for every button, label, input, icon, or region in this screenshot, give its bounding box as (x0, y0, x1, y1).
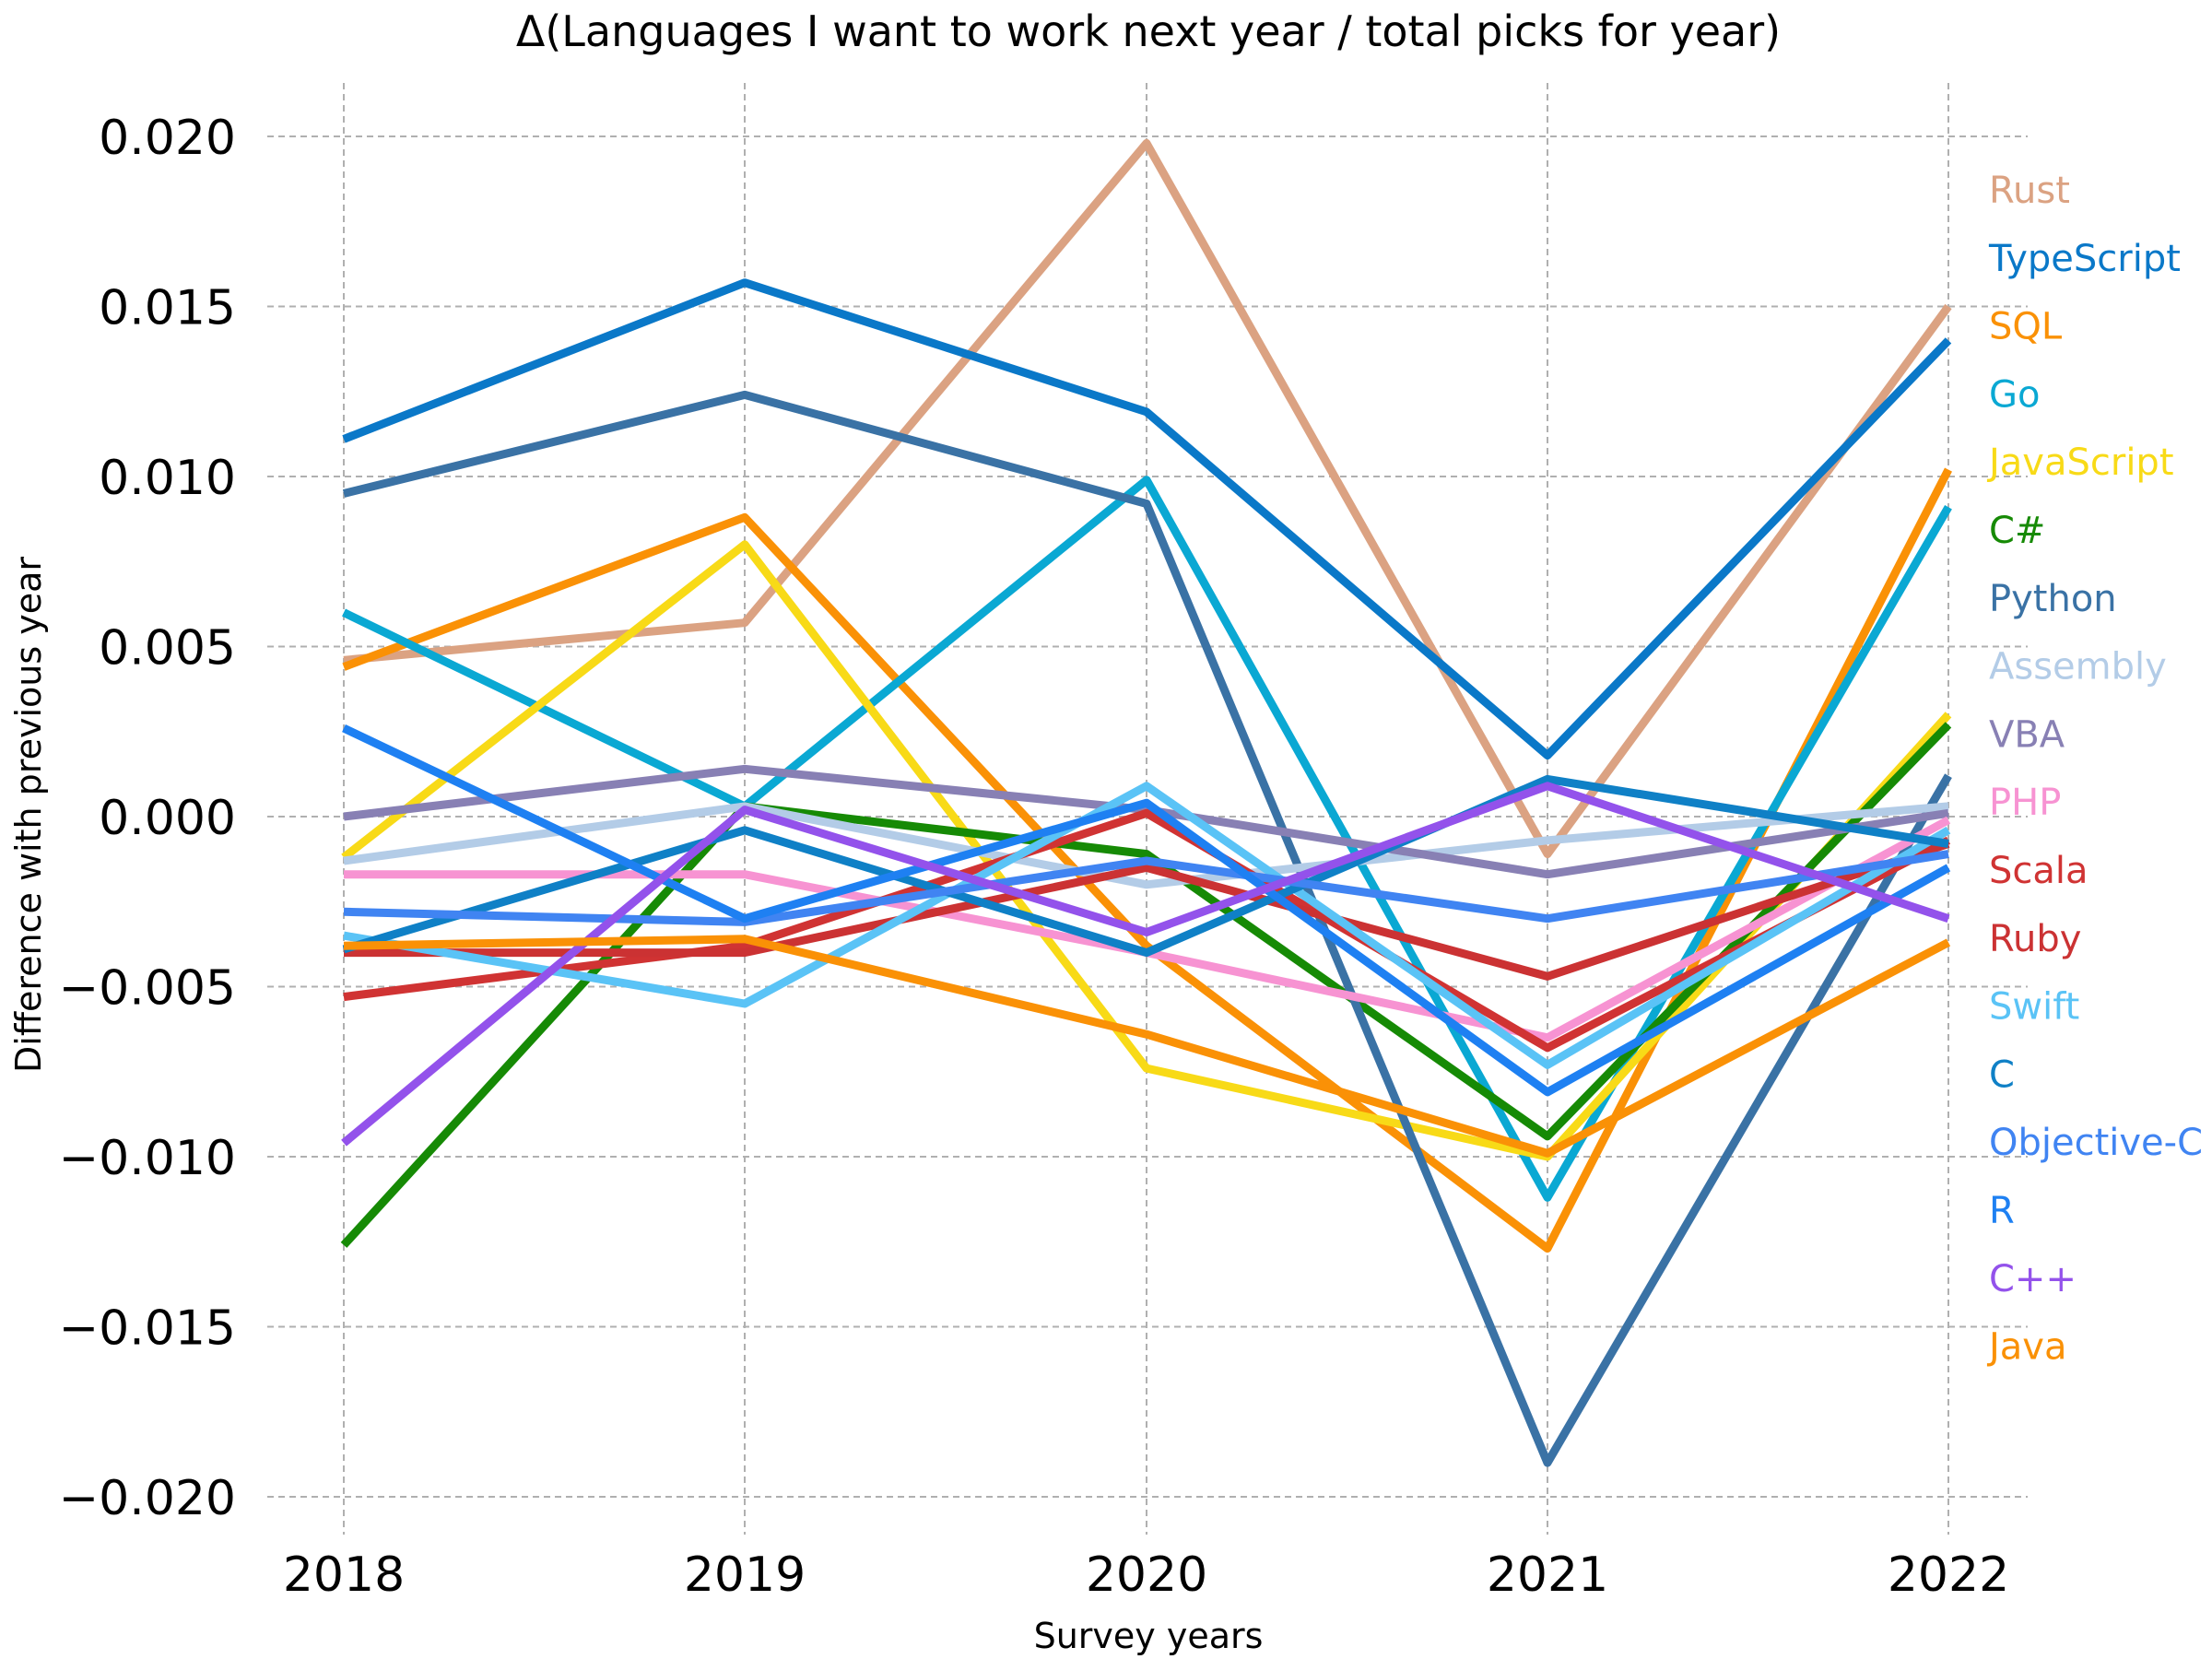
legend-entry: C# (1989, 510, 2045, 552)
x-tick-label: 2020 (1086, 1547, 1207, 1603)
x-axis-label: Survey years (1034, 1616, 1264, 1656)
legend-entry: Go (1989, 373, 2040, 416)
series-line-r (342, 724, 1951, 1097)
x-axis-ticks: 2018 2019 2020 2021 2022 (283, 1547, 2009, 1603)
legend-entry: C++ (1989, 1258, 2077, 1300)
legend-entry: C (1989, 1053, 2015, 1096)
y-tick-label: 0.015 (99, 281, 236, 336)
legend-entry: Objective-C (1989, 1122, 2203, 1164)
legend-entry: Scala (1989, 850, 2088, 892)
series-line-typescript (342, 278, 1952, 760)
chart-title: Δ(Languages I want to work next year / t… (516, 6, 1781, 56)
legend-entry: Assembly (1989, 646, 2167, 688)
y-tick-label: 0.005 (99, 621, 236, 677)
x-tick-label: 2018 (283, 1547, 405, 1603)
y-tick-label: −0.015 (59, 1301, 236, 1357)
legend-entry: PHP (1989, 782, 2061, 824)
y-tick-label: −0.010 (59, 1131, 236, 1186)
series-line-java (343, 935, 1951, 1158)
legend: Rust TypeScript SQL Go JavaScript C# Python Ass… (1986, 170, 2203, 1369)
series-line-javascript (341, 540, 1952, 1161)
x-tick-label: 2022 (1888, 1547, 2009, 1603)
legend-entry: Swift (1989, 986, 2079, 1029)
legend-entry: R (1989, 1190, 2015, 1232)
y-axis-ticks: 0.020 0.015 0.010 0.005 0.000 −0.005 −0.010 −0.… (59, 111, 236, 1526)
legend-entry: SQL (1989, 306, 2063, 348)
legend-entry: Rust (1989, 170, 2070, 212)
series-line-swift (343, 782, 1951, 1069)
y-axis-label: Difference with previous year (8, 557, 49, 1073)
legend-entry: VBA (1989, 713, 2065, 756)
y-tick-label: 0.020 (99, 111, 236, 166)
series-line-python (342, 390, 1952, 1467)
series-lines (340, 138, 1953, 1467)
y-tick-label: 0.000 (99, 791, 236, 846)
series-line-rust (343, 138, 1952, 859)
series-line-c (342, 774, 1949, 958)
x-tick-label: 2021 (1487, 1547, 1608, 1603)
x-tick-label: 2019 (684, 1547, 806, 1603)
y-tick-label: −0.020 (59, 1471, 236, 1526)
series-line-c- (341, 782, 1950, 1147)
series-line-ruby (344, 840, 1950, 981)
y-tick-label: −0.005 (59, 961, 236, 1017)
y-tick-label: 0.010 (99, 451, 236, 506)
legend-entry: JavaScript (1986, 441, 2174, 484)
legend-entry: TypeScript (1988, 238, 2181, 280)
legend-entry: Ruby (1989, 918, 2081, 960)
series-line-scala (343, 808, 1951, 1053)
legend-entry: Python (1989, 578, 2117, 620)
legend-entry: Java (1986, 1326, 2067, 1369)
